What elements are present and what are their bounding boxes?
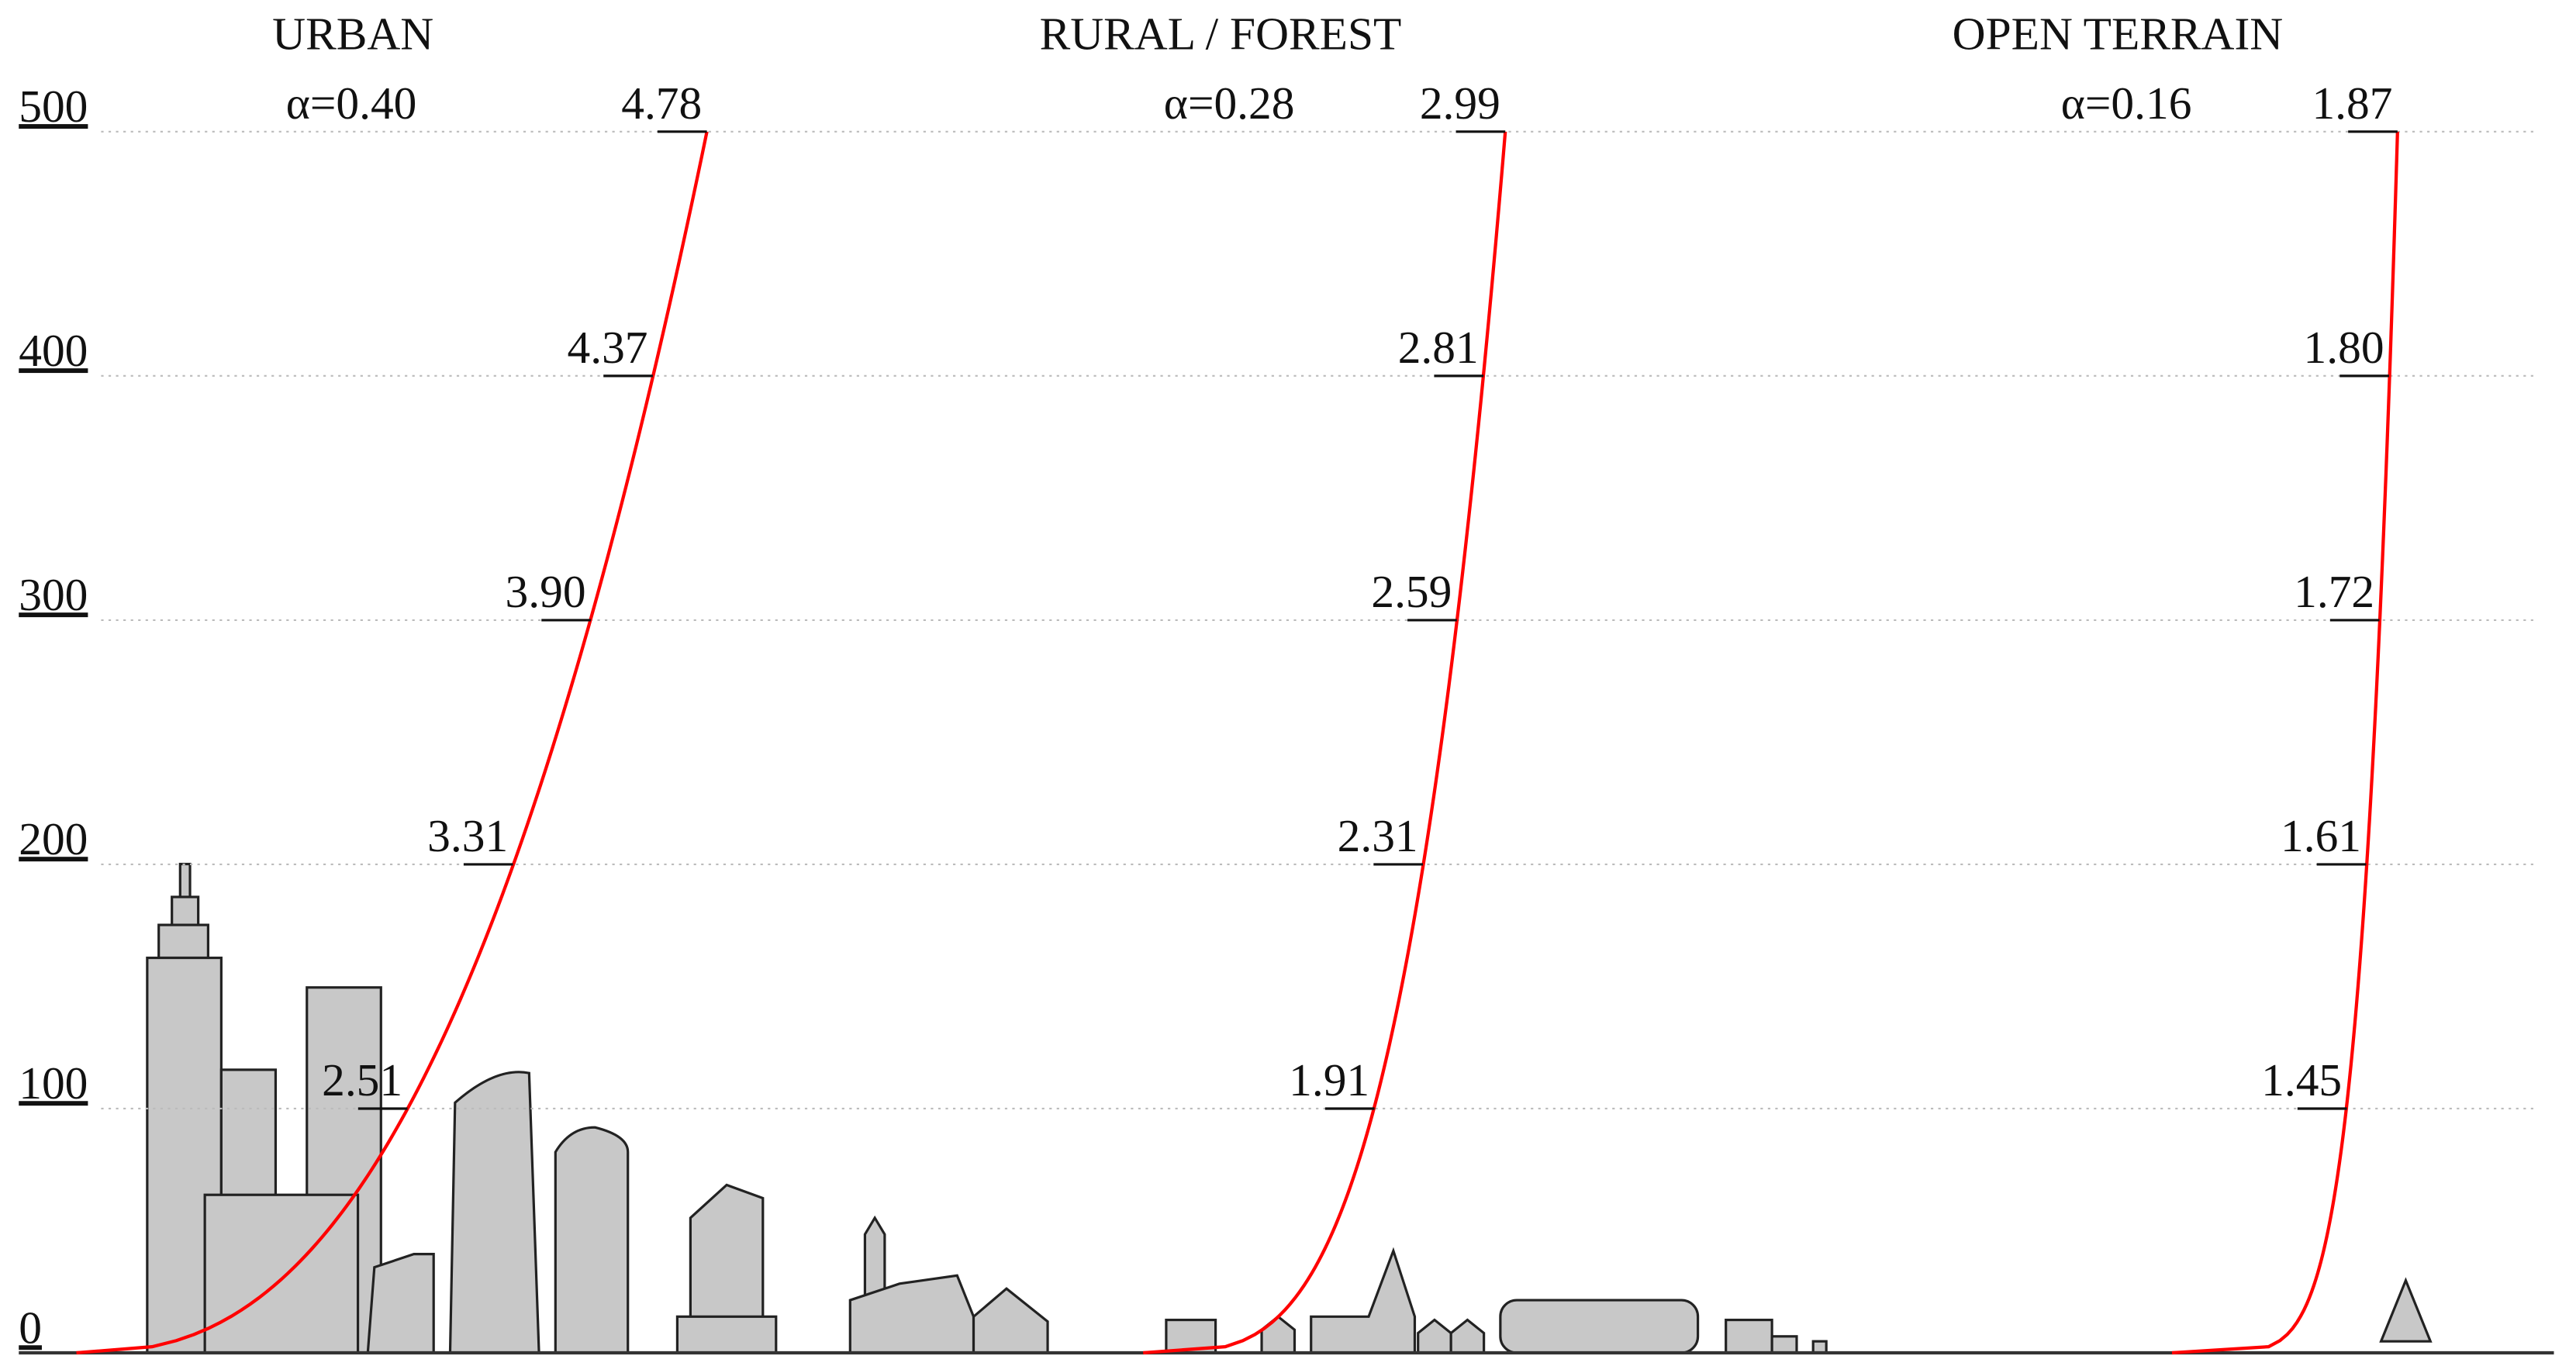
y-tick-label: 0	[19, 1302, 42, 1353]
panel-title: URBAN	[272, 9, 433, 60]
profile-curve	[2171, 131, 2399, 1355]
value-label: 1.61	[2281, 810, 2361, 861]
value-label: 1.72	[2294, 566, 2374, 617]
value-label: 2.51	[322, 1054, 402, 1106]
value-label: 4.37	[567, 322, 647, 373]
value-label: 1.45	[2261, 1054, 2342, 1106]
profile-curve	[1143, 131, 1507, 1355]
profile-curve	[76, 131, 709, 1355]
value-label: 4.78	[621, 78, 702, 129]
value-label: 3.31	[427, 810, 508, 861]
panel-title: RURAL / FOREST	[1040, 9, 1402, 60]
y-tick-label: 200	[19, 813, 88, 864]
value-label: 3.90	[506, 566, 586, 617]
panel-title: OPEN TERRAIN	[1953, 9, 2284, 60]
y-tick-label: 400	[19, 325, 88, 376]
y-tick-label: 500	[19, 81, 88, 132]
y-tick-label: 300	[19, 569, 88, 620]
value-label: 2.81	[1398, 322, 1479, 373]
value-label: 2.99	[1420, 78, 1500, 129]
value-label: 1.87	[2312, 78, 2392, 129]
value-label: 1.91	[1289, 1054, 1369, 1106]
value-label: 2.59	[1371, 566, 1452, 617]
alpha-label: α=0.16	[2061, 78, 2192, 129]
alpha-label: α=0.40	[286, 78, 417, 129]
alpha-label: α=0.28	[1164, 78, 1295, 129]
y-tick-label: 100	[19, 1057, 88, 1109]
value-label: 1.80	[2304, 322, 2384, 373]
skyline	[146, 862, 2433, 1354]
value-label: 2.31	[1338, 810, 1418, 861]
